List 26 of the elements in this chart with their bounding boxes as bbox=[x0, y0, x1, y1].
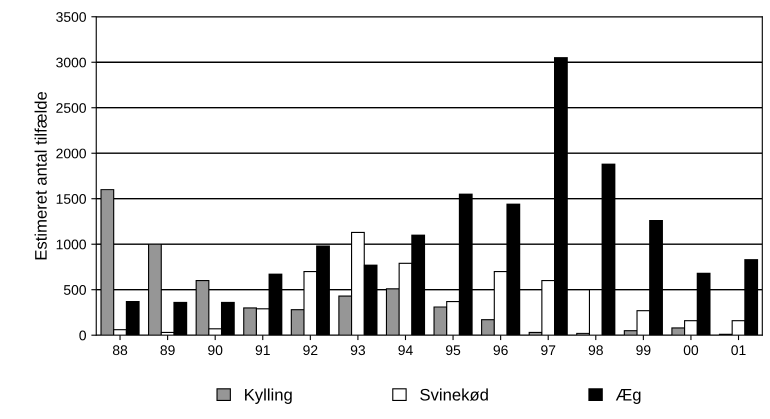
x-tick-label: 98 bbox=[588, 345, 603, 356]
x-tick-label: 00 bbox=[684, 345, 698, 356]
x-tick-label: 92 bbox=[303, 345, 318, 356]
y-tick-label: 0 bbox=[79, 330, 86, 340]
x-tick-label: 90 bbox=[208, 345, 222, 356]
y-tick-label: 500 bbox=[64, 285, 86, 295]
x-tick-label: 94 bbox=[398, 345, 413, 356]
legend-label: Æg bbox=[616, 389, 640, 404]
y-tick-label: 2500 bbox=[56, 103, 86, 113]
x-tick-label: 96 bbox=[494, 345, 508, 356]
y-tick-label: 1000 bbox=[56, 240, 86, 250]
x-tick-label: 93 bbox=[350, 345, 366, 356]
y-tick-label: 1500 bbox=[56, 194, 86, 204]
y-tick-label: 3500 bbox=[56, 12, 86, 22]
y-axis-title: Estimeret antal tilfælde bbox=[34, 92, 47, 260]
x-tick-label: 88 bbox=[112, 345, 128, 356]
x-tick-label: 97 bbox=[541, 345, 556, 356]
x-tick-label: 99 bbox=[636, 345, 650, 356]
y-tick-label: 2000 bbox=[56, 148, 86, 158]
legend-label: Svinekød bbox=[420, 388, 488, 401]
legend-label: Kylling bbox=[245, 388, 292, 404]
x-tick-label: 91 bbox=[256, 345, 270, 356]
x-tick-label: 95 bbox=[446, 345, 460, 356]
x-tick-label: 89 bbox=[160, 345, 175, 356]
x-tick-label: 01 bbox=[731, 345, 746, 356]
y-tick-label: 3000 bbox=[56, 58, 86, 68]
